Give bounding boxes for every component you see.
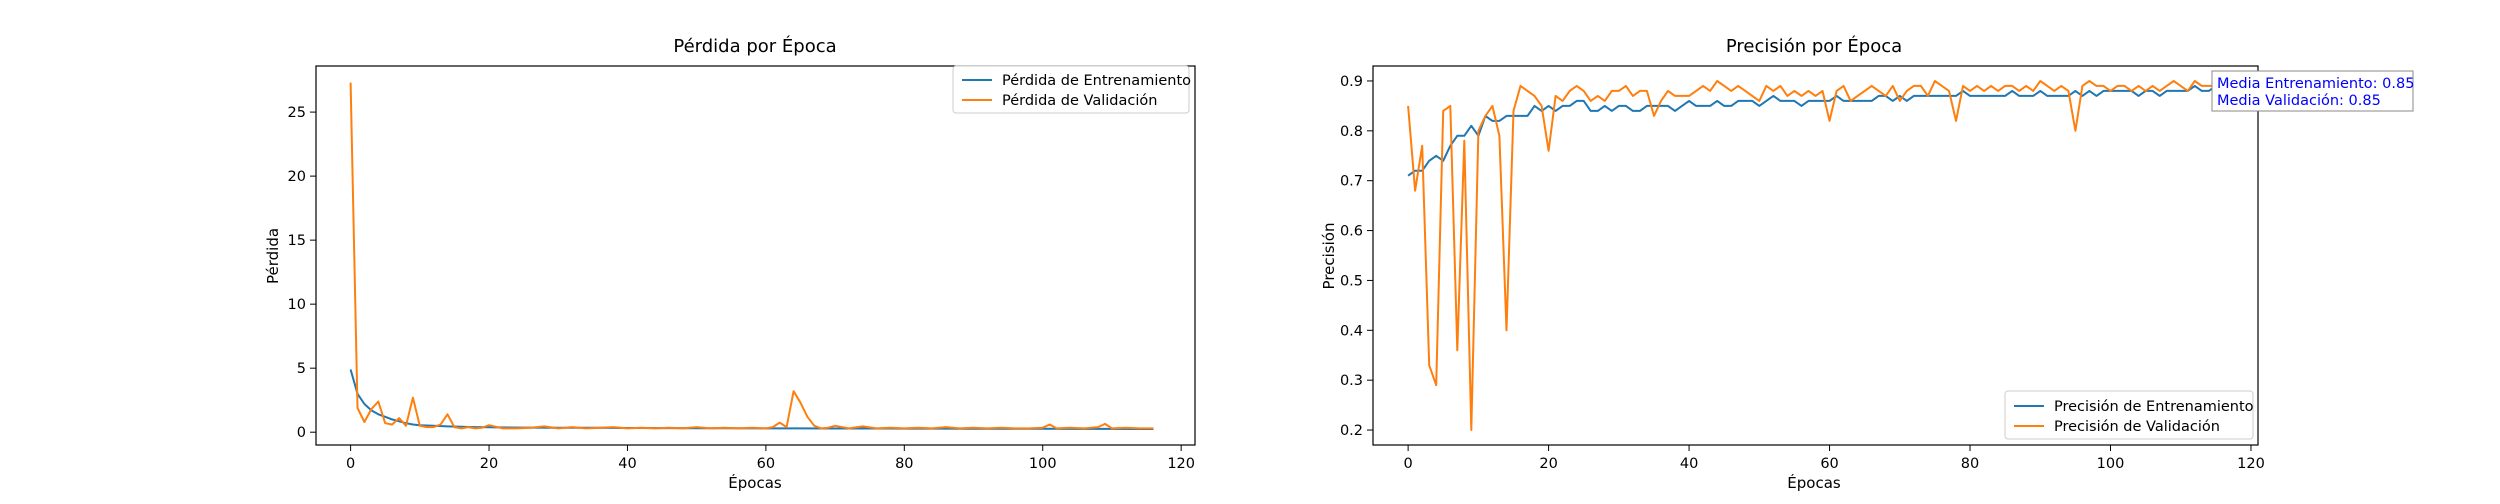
loss-legend-label-val: Pérdida de Validación bbox=[1002, 93, 1157, 109]
loss-legend: Pérdida de Entrenamiento Pérdida de Vali… bbox=[952, 65, 1191, 114]
accuracy-x-tick-label: 60 bbox=[1820, 456, 1838, 472]
accuracy-y-tick-label: 0.5 bbox=[1340, 273, 1363, 289]
accuracy-x-tick-label: 0 bbox=[1404, 456, 1413, 472]
accuracy-y-tick-label: 0.4 bbox=[1340, 323, 1363, 339]
loss-y-tick-label: 0 bbox=[297, 425, 306, 441]
accuracy-y-tick-label: 0.3 bbox=[1340, 373, 1363, 389]
loss-x-tick-label: 80 bbox=[895, 456, 913, 472]
accuracy-y-tick-label: 0.6 bbox=[1340, 224, 1363, 240]
accuracy-x-tick-label: 40 bbox=[1680, 456, 1698, 472]
accuracy-series-line-train bbox=[1407, 84, 2223, 177]
loss-y-tick-label: 25 bbox=[288, 105, 306, 121]
loss-series-group bbox=[349, 82, 1154, 430]
accuracy-series-line-val bbox=[1407, 80, 2223, 431]
accuracy-y-tick-label: 0.8 bbox=[1340, 124, 1363, 140]
loss-x-tick-label: 60 bbox=[757, 456, 775, 472]
accuracy-y-axis-label: Precisión bbox=[1320, 223, 1338, 290]
accuracy-chart-title: Precisión por Época bbox=[1726, 35, 1902, 57]
accuracy-axis-ticks: 0 20 40 60 80 100 120 0.2 0.3 0.4 0.5 0.6 0.7 0.8 0.9 bbox=[1340, 74, 2265, 472]
accuracy-chart-panel: Precisión por Época 0 20 40 60 80 100 120 0.2 0.… bbox=[1320, 35, 2414, 492]
loss-y-tick-label: 15 bbox=[288, 233, 306, 249]
accuracy-x-tick-label: 80 bbox=[1961, 456, 1979, 472]
accuracy-x-tick-label: 100 bbox=[2097, 456, 2125, 472]
loss-legend-label-train: Pérdida de Entrenamiento bbox=[1002, 73, 1191, 89]
accuracy-plot-frame bbox=[1372, 65, 2259, 446]
accuracy-y-tick-label: 0.2 bbox=[1340, 423, 1363, 439]
loss-series-line-val bbox=[349, 82, 1154, 430]
loss-y-tick-label: 5 bbox=[297, 361, 306, 377]
loss-x-tick-label: 40 bbox=[618, 456, 636, 472]
loss-y-tick-label: 10 bbox=[288, 297, 306, 313]
loss-x-axis-label: Épocas bbox=[728, 473, 782, 492]
annotation-val-mean: Media Validación: 0.85 bbox=[2217, 93, 2381, 109]
loss-x-tick-label: 0 bbox=[346, 456, 355, 472]
annotation-train-mean: Media Entrenamiento: 0.85 bbox=[2217, 76, 2414, 92]
accuracy-legend: Precisión de Entrenamiento Precisión de … bbox=[2004, 390, 2254, 440]
loss-x-tick-label: 100 bbox=[1029, 456, 1057, 472]
loss-axis-ticks: 0 20 40 60 80 100 120 0 5 10 15 20 25 bbox=[288, 105, 1195, 472]
loss-plot-frame bbox=[315, 65, 1196, 446]
accuracy-x-tick-label: 20 bbox=[1539, 456, 1557, 472]
accuracy-x-tick-label: 120 bbox=[2237, 456, 2265, 472]
loss-x-tick-label: 20 bbox=[480, 456, 498, 472]
loss-y-tick-label: 20 bbox=[288, 169, 306, 185]
accuracy-legend-label-train: Precisión de Entrenamiento bbox=[2054, 399, 2254, 415]
loss-chart-title: Pérdida por Época bbox=[673, 35, 836, 57]
accuracy-y-tick-label: 0.7 bbox=[1340, 174, 1363, 190]
accuracy-legend-box bbox=[2004, 390, 2254, 440]
loss-legend-box bbox=[952, 65, 1190, 114]
accuracy-series-group bbox=[1407, 80, 2223, 431]
accuracy-legend-label-val: Precisión de Validación bbox=[2054, 419, 2220, 435]
loss-x-tick-label: 120 bbox=[1167, 456, 1195, 472]
accuracy-mean-annotation: Media Entrenamiento: 0.85 Media Validaci… bbox=[2211, 70, 2414, 112]
annotation-box bbox=[2211, 70, 2414, 112]
accuracy-x-axis-label: Épocas bbox=[1787, 473, 1841, 492]
accuracy-y-tick-label: 0.9 bbox=[1340, 74, 1363, 90]
loss-y-axis-label: Pérdida bbox=[264, 228, 282, 284]
loss-chart-panel: Pérdida por Época 0 20 40 60 80 100 120 0 5 10 15 2… bbox=[264, 35, 1196, 492]
